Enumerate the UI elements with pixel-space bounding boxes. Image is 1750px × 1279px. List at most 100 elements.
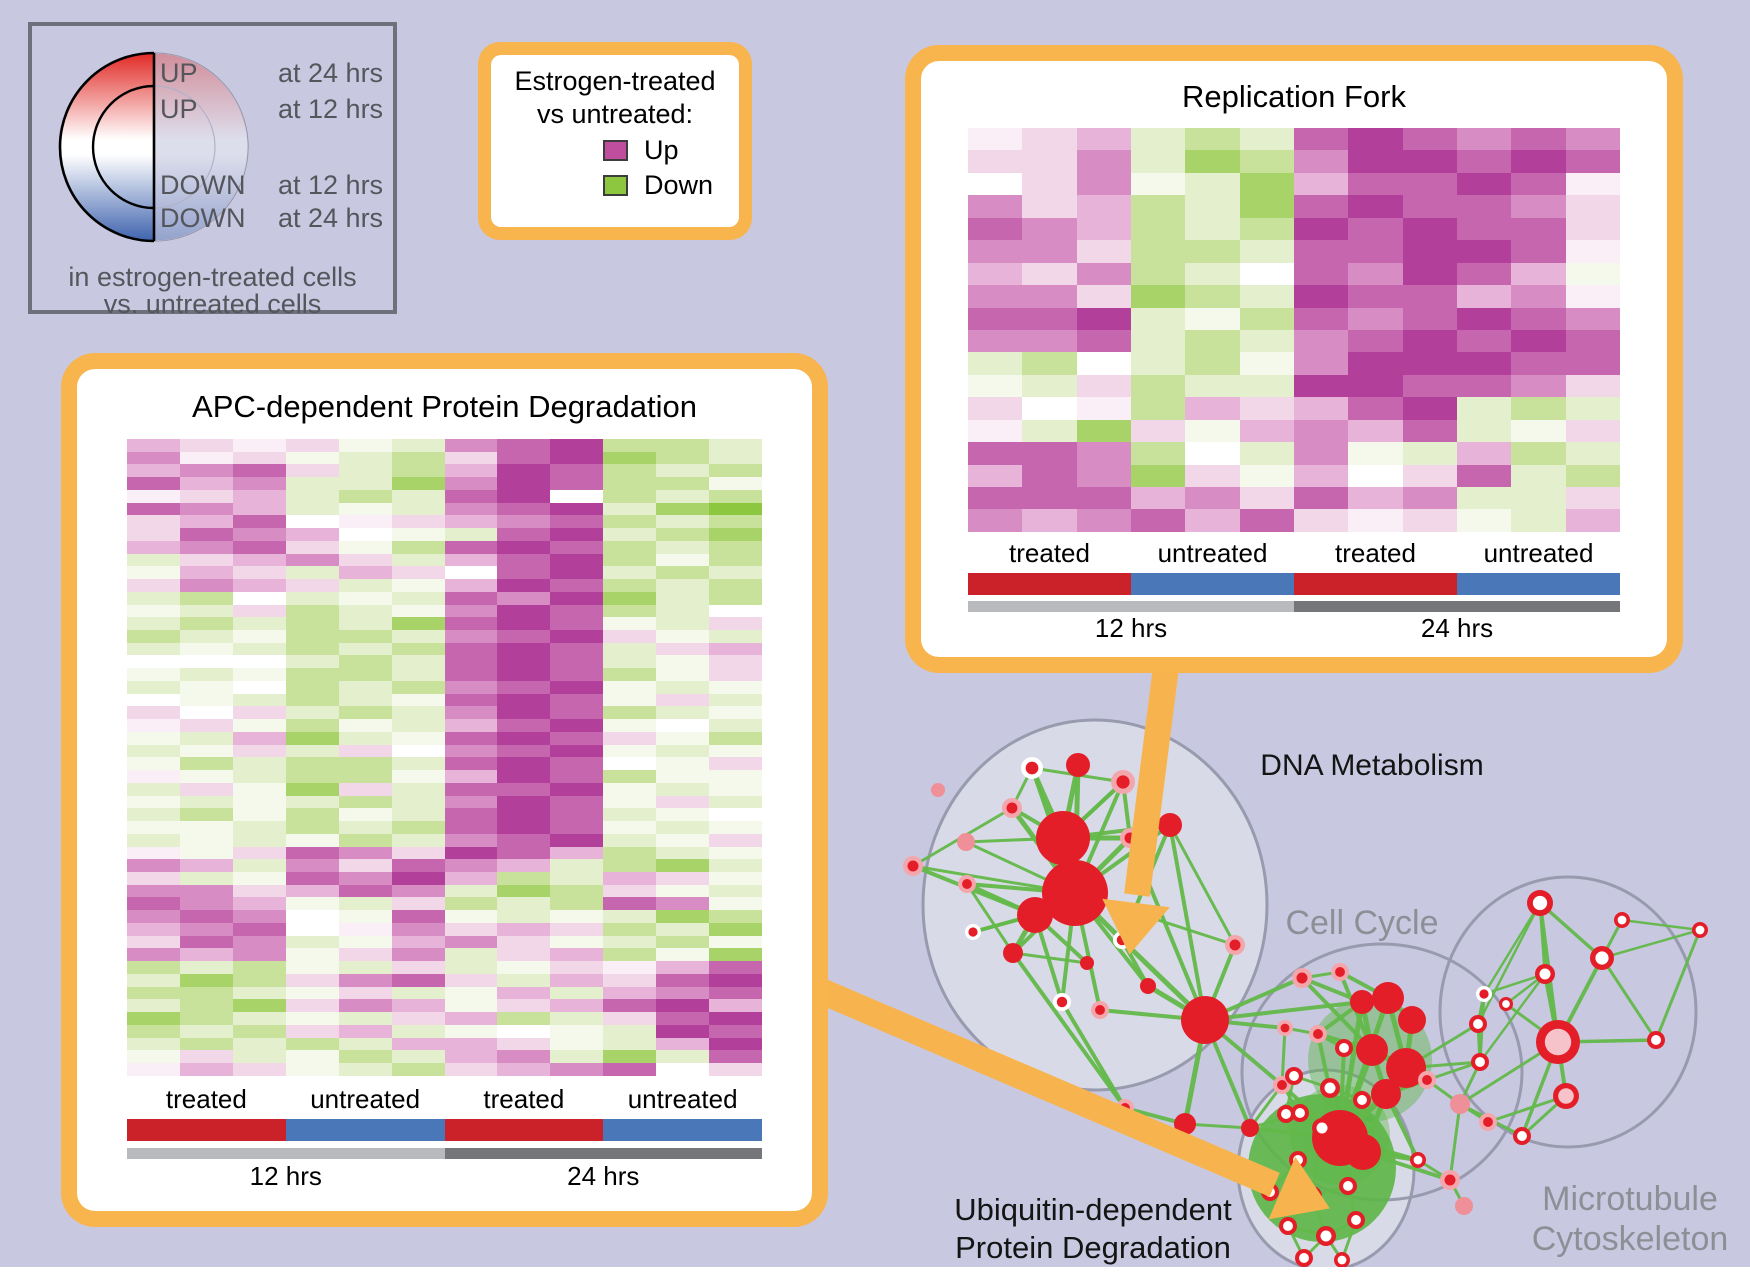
network-node-solid xyxy=(1017,897,1053,933)
network-node-hole xyxy=(1695,925,1705,935)
heatmap-row xyxy=(127,871,763,885)
heatmap-row xyxy=(127,515,763,529)
network-node-solid xyxy=(1003,943,1023,963)
apc-condition-colorbar xyxy=(127,1119,762,1141)
heatmap-row xyxy=(127,935,763,949)
heatmap-row xyxy=(127,1012,763,1025)
down-green-swatch xyxy=(603,175,628,196)
legend-direction: UP xyxy=(160,94,198,124)
network-node-hole xyxy=(1595,951,1609,965)
network-node-core xyxy=(962,879,972,889)
legend-time: at 12 hrs xyxy=(278,170,384,200)
heatmap-row xyxy=(968,128,1620,151)
network-node-core xyxy=(1056,996,1068,1008)
heatmap-row xyxy=(127,986,763,1000)
heatmap-row xyxy=(127,910,763,923)
legend-direction: DOWN xyxy=(160,203,246,233)
heatmap-row xyxy=(968,352,1620,375)
heatmap-row xyxy=(127,782,763,796)
network-node-hole xyxy=(1651,1035,1661,1045)
heatmap-row xyxy=(968,285,1620,308)
treated-bar xyxy=(127,1119,286,1141)
updown-gradient-circles-icon xyxy=(58,51,249,243)
network-node-hole xyxy=(1558,1088,1574,1104)
legend-direction: UP xyxy=(160,58,198,88)
network-node-core xyxy=(1280,1023,1290,1033)
network-node-hole xyxy=(1617,915,1627,925)
heatmap-row xyxy=(127,961,763,974)
network-node-faded xyxy=(931,783,945,797)
network-node-solid xyxy=(1042,860,1108,926)
network-node-solid xyxy=(1174,1113,1196,1135)
heatmap-row xyxy=(127,439,763,452)
heatmap-row xyxy=(127,808,763,822)
network-node-solid xyxy=(1371,1079,1401,1109)
network-edge xyxy=(1476,901,1542,1026)
heatmap-row xyxy=(968,172,1620,196)
apc-time-labels: 12 hrs 24 hrs xyxy=(127,1161,762,1192)
apc-heatmap-grid xyxy=(127,439,763,1076)
bar-24hrs xyxy=(444,1148,762,1159)
network-edge xyxy=(1620,918,1702,932)
network-node-hole xyxy=(1337,1255,1347,1265)
heatmap-row xyxy=(127,948,763,962)
network-node-hole xyxy=(1502,1000,1510,1008)
network-edge xyxy=(1654,928,1702,1042)
heatmap-row xyxy=(127,795,763,809)
estrogen-color-key-inner: Estrogen-treated vs untreated: Up Down xyxy=(491,55,739,227)
heatmap-row xyxy=(968,487,1620,510)
heatmap-row xyxy=(127,1050,763,1063)
untreated-bar xyxy=(285,1119,445,1141)
heatmap-row xyxy=(127,884,763,898)
heatmap-row xyxy=(127,999,763,1013)
heatmap-row xyxy=(127,464,763,478)
heatmap-row xyxy=(127,744,763,758)
network-node-hole xyxy=(1475,1057,1485,1067)
network-node-hole xyxy=(1343,1181,1353,1191)
network-node-solid xyxy=(1345,1134,1381,1170)
heatmap-row xyxy=(127,1024,763,1038)
heatmap-row xyxy=(968,262,1620,286)
rf-time-labels: 12 hrs 24 hrs xyxy=(968,613,1620,644)
network-node-core xyxy=(1479,989,1489,999)
rf-group-labels: treated untreated treated untreated xyxy=(968,538,1620,569)
heatmap-row xyxy=(127,1037,763,1051)
heatmap-row xyxy=(968,329,1620,353)
heatmap-row xyxy=(127,604,763,618)
up-magenta-swatch xyxy=(603,140,628,161)
group-label-treated: treated xyxy=(1009,538,1090,568)
network-edge xyxy=(1478,972,1547,1064)
network-edge xyxy=(1538,901,1604,960)
heatmap-row xyxy=(127,706,763,720)
network-node-solid xyxy=(1140,978,1156,994)
network-edge xyxy=(1600,956,1658,1042)
heatmap-row xyxy=(127,489,763,503)
network-edge xyxy=(1486,1094,1568,1124)
network-node-hole xyxy=(1324,1082,1336,1094)
heatmap-row xyxy=(127,642,763,656)
network-node-hole xyxy=(1339,1043,1349,1053)
heatmap-row xyxy=(127,579,763,592)
network-label: Microtubule xyxy=(1542,1180,1718,1218)
network-edge xyxy=(1168,823,1237,947)
untreated-bar xyxy=(1457,573,1620,595)
network-edge xyxy=(1482,972,1547,996)
time-label-12hrs: 12 hrs xyxy=(249,1161,322,1191)
heatmap-row xyxy=(127,897,763,911)
heatmap-row xyxy=(127,770,763,783)
network-edge xyxy=(1280,1026,1287,1087)
heatmap-row xyxy=(127,668,763,681)
network-edge xyxy=(1011,951,1127,1110)
network-node-core xyxy=(1006,802,1018,814)
heatmap-row xyxy=(127,553,763,567)
heatmap-row xyxy=(968,307,1620,330)
network-edge xyxy=(1168,823,1207,1022)
untreated-bar xyxy=(1131,573,1294,595)
time-label-24hrs: 24 hrs xyxy=(567,1161,640,1191)
treated-bar xyxy=(968,573,1131,595)
network-label: Cytoskeleton xyxy=(1532,1220,1729,1258)
network-node-core xyxy=(1229,939,1241,951)
network-node-solid xyxy=(1066,753,1090,777)
legend-footer-line1: in estrogen-treated cells xyxy=(68,262,357,292)
bottom-white-margin xyxy=(0,1267,1750,1279)
